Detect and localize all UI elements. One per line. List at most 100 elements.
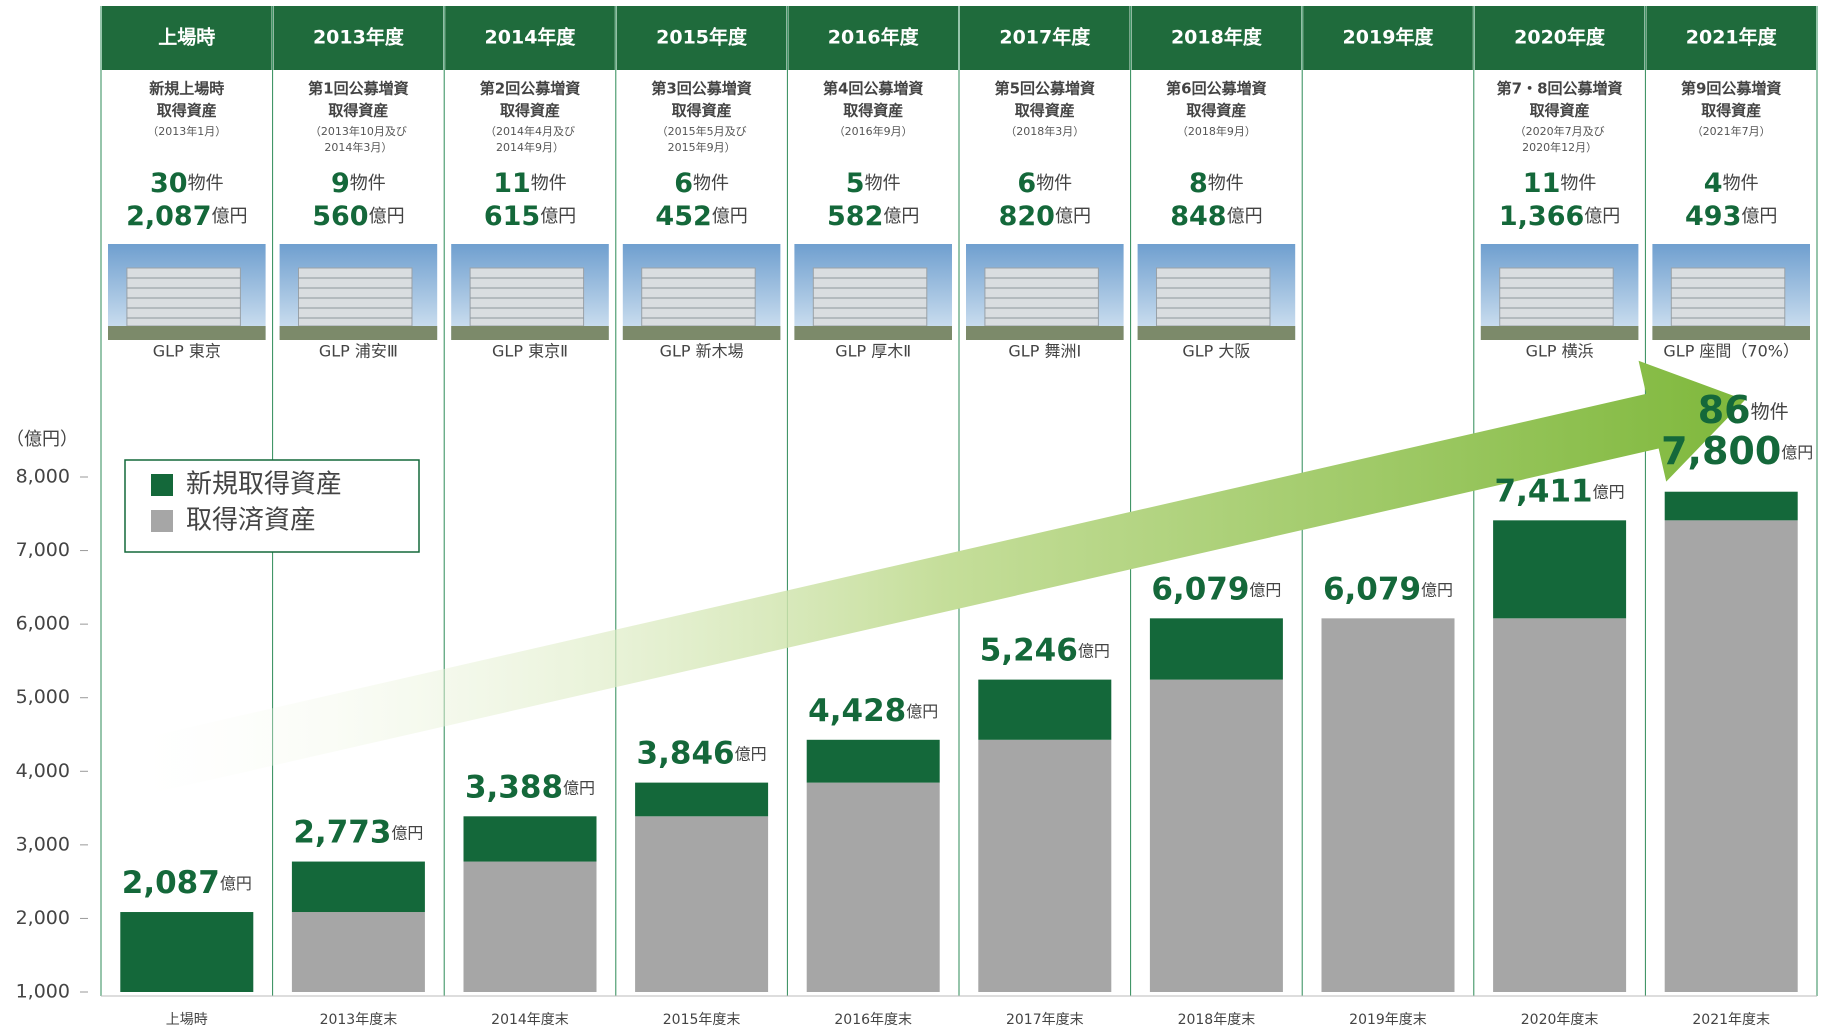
total-label: 3,388億円 — [465, 769, 595, 805]
total-unit: 億円 — [1421, 580, 1453, 599]
count-unit: 物件 — [693, 173, 729, 194]
existing-bar — [464, 862, 597, 992]
legend-label: 取得済資産 — [186, 506, 316, 536]
new-bar — [1150, 618, 1283, 679]
new-bar — [120, 912, 253, 992]
offering-date: （2013年10月及び — [310, 124, 407, 138]
total-value: 7,800 — [1661, 429, 1781, 473]
new-bar — [1665, 492, 1798, 521]
acquisition-amount: 452億円 — [655, 201, 747, 232]
photo-building — [642, 268, 755, 326]
column-header: 2021年度 — [1686, 26, 1778, 49]
count-unit: 物件 — [865, 173, 901, 194]
total-unit: 億円 — [563, 778, 595, 797]
total-unit: 億円 — [1781, 443, 1813, 462]
amount-unit: 億円 — [1741, 206, 1777, 227]
amount-value: 582 — [827, 201, 883, 232]
count-value: 6 — [674, 168, 693, 199]
count-value: 30 — [150, 168, 188, 199]
existing-bar — [1493, 618, 1626, 992]
photo-caption: GLP 東京Ⅱ — [492, 342, 568, 361]
offering-title: 取得資産 — [500, 102, 560, 120]
property-count: 6物件 — [674, 168, 729, 199]
page: {"chart_data": {"type": "bar", "stacked"… — [0, 0, 1824, 1028]
x-tick-label: 上場時 — [166, 1012, 208, 1028]
x-tick-label: 2018年度末 — [1178, 1012, 1256, 1028]
new-bar — [807, 740, 940, 783]
existing-bar — [807, 783, 940, 992]
offering-title: 取得資産 — [1530, 102, 1590, 120]
amount-unit: 億円 — [540, 206, 576, 227]
photo-building — [1500, 268, 1613, 326]
offering-date: （2014年4月及び — [485, 124, 575, 138]
photo-caption: GLP 座間（70%） — [1663, 342, 1799, 361]
amount-unit: 億円 — [1055, 206, 1091, 227]
offering-date: （2015年5月及び — [657, 124, 747, 138]
total-value: 6,079 — [1151, 571, 1249, 607]
amount-value: 820 — [999, 201, 1055, 232]
x-tick-label: 2016年度末 — [834, 1012, 912, 1028]
offering-title: 取得資産 — [1186, 102, 1246, 120]
existing-bar — [1665, 520, 1798, 992]
total-unit: 億円 — [1593, 482, 1625, 501]
photo-ground — [1138, 326, 1296, 340]
photo-caption: GLP 新木場 — [660, 342, 744, 361]
amount-value: 2,087 — [126, 201, 211, 232]
y-tick-label: 5,000 — [16, 686, 70, 708]
count-value: 8 — [1189, 168, 1208, 199]
existing-bar — [978, 740, 1111, 992]
new-bar — [464, 816, 597, 861]
acquisition-amount: 848億円 — [1170, 201, 1262, 232]
property-count: 9物件 — [331, 168, 386, 199]
count-unit: 物件 — [1208, 173, 1244, 194]
total-value: 3,388 — [465, 769, 563, 805]
offering-title: 第2回公募増資 — [480, 80, 580, 98]
photo-ground — [1481, 326, 1639, 340]
count-unit: 物件 — [1723, 173, 1759, 194]
photo-ground — [1652, 326, 1810, 340]
column-header: 2014年度 — [485, 26, 577, 49]
count-value: 11 — [1523, 168, 1561, 199]
acquisition-amount: 820億円 — [999, 201, 1091, 232]
offering-date: （2021年7月） — [1692, 124, 1771, 138]
total-unit: 億円 — [906, 701, 938, 720]
property-count: 11物件 — [493, 168, 567, 199]
amount-unit: 億円 — [1584, 206, 1620, 227]
x-tick-label: 2017年度末 — [1006, 1012, 1084, 1028]
total-label: 4,428億円 — [808, 692, 938, 728]
amount-value: 848 — [1170, 201, 1226, 232]
count-unit: 物件 — [350, 173, 386, 194]
count-value: 11 — [493, 168, 531, 199]
final-properties: 86物件 — [1698, 388, 1789, 432]
amount-value: 452 — [655, 201, 711, 232]
y-tick-label: 6,000 — [16, 613, 70, 635]
x-tick-label: 2014年度末 — [491, 1012, 569, 1028]
photo-caption: GLP 横浜 — [1526, 342, 1594, 361]
existing-bar — [292, 912, 425, 992]
total-value: 6,079 — [1323, 571, 1421, 607]
photo-caption: GLP 大阪 — [1182, 342, 1250, 361]
offering-title: 新規上場時 — [149, 80, 224, 98]
offering-title: 取得資産 — [1015, 102, 1075, 120]
total-label: 7,800億円 — [1661, 429, 1813, 473]
photo-caption: GLP 東京 — [153, 342, 221, 361]
new-bar — [292, 862, 425, 912]
count-value: 4 — [1704, 168, 1723, 199]
total-label: 7,411億円 — [1495, 473, 1625, 509]
count-unit: 物件 — [1036, 173, 1072, 194]
offering-title: 取得資産 — [672, 102, 732, 120]
column-header: 2017年度 — [999, 26, 1091, 49]
offering-title: 第4回公募増資 — [823, 80, 923, 98]
property-count: 6物件 — [1017, 168, 1072, 199]
total-unit: 億円 — [1249, 580, 1281, 599]
amount-unit: 億円 — [212, 206, 248, 227]
total-unit: 億円 — [735, 744, 767, 763]
amount-value: 1,366 — [1499, 201, 1584, 232]
existing-bar — [1150, 680, 1283, 992]
total-label: 6,079億円 — [1323, 571, 1453, 607]
photo-building — [1671, 268, 1784, 326]
photo-ground — [451, 326, 609, 340]
total-unit: 億円 — [220, 874, 252, 893]
column-header: 2016年度 — [828, 26, 920, 49]
total-value: 7,411 — [1495, 473, 1593, 509]
